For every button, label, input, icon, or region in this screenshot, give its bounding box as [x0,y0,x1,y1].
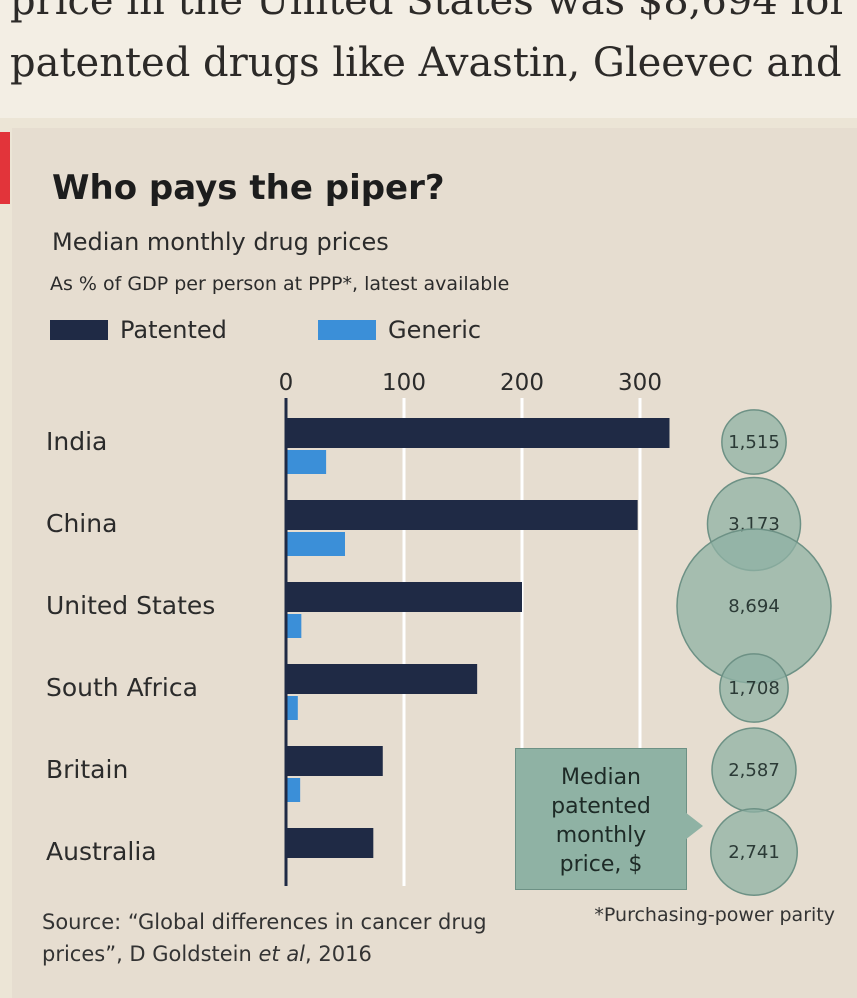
x-tick-label: 300 [618,370,662,396]
bubble-value-label: 8,694 [728,596,780,617]
legend-item-generic: Generic [318,316,481,344]
source-text: Source: “Global differences in cancer dr… [42,910,487,966]
bar-generic [286,614,302,638]
legend-swatch-generic [318,320,376,340]
accent-bar [0,132,10,204]
x-tick-label: 0 [279,370,294,396]
article-line-1: price in the United States was $8,694 fo… [10,0,849,24]
price-bubble [710,808,798,896]
category-label: Britain [46,755,128,784]
bubble-callout: Median patented monthly price, $ [515,748,687,890]
source-year: , 2016 [305,942,372,966]
article-text: price in the United States was $8,694 fo… [0,0,857,118]
category-label: South Africa [46,673,198,702]
x-tick-label: 100 [382,370,426,396]
legend-swatch-patented [50,320,108,340]
bar-generic [286,696,298,720]
category-label: China [46,509,117,538]
bar-patented [286,746,383,776]
callout-line: patented [551,794,651,819]
bar-generic [286,778,301,802]
chart-footnote: *Purchasing-power parity [594,904,835,926]
article-line-2: patented drugs like Avastin, Gleevec and [10,40,842,86]
bubble-value-label: 1,515 [728,432,780,453]
callout-line: Median [560,765,642,790]
legend-label-generic: Generic [388,316,482,344]
bar-patented [286,582,522,612]
callout-pointer [685,812,703,840]
chart-title: Who pays the piper? [52,168,445,208]
bar-patented [286,418,670,448]
category-label: India [46,427,107,456]
chart-subtitle: Median monthly drug prices [52,228,389,256]
price-bubble [719,653,789,723]
callout-line: price, $ [559,852,643,877]
chart-subtitle-units: As % of GDP per person at PPP*, latest a… [50,273,510,295]
bar-patented [286,500,638,530]
bubble-value-label: 2,587 [728,760,780,781]
source-italic: et al [258,942,306,966]
bubble-callout-text: Median patented monthly price, $ [516,763,686,879]
callout-line: monthly [555,823,647,848]
legend-item-patented: Patented [50,316,227,344]
bubble-value-label: 1,708 [728,678,780,699]
bar-patented [286,828,374,858]
bar-generic [286,532,345,556]
bar-generic [286,450,327,474]
x-tick-label: 200 [500,370,544,396]
chart-source: Source: “Global differences in cancer dr… [42,906,572,970]
bubble-value-label: 2,741 [728,842,780,863]
category-label: Australia [46,837,157,866]
category-label: United States [46,591,215,620]
legend-label-patented: Patented [120,316,227,344]
bar-patented [286,664,478,694]
price-bubble [721,409,787,475]
